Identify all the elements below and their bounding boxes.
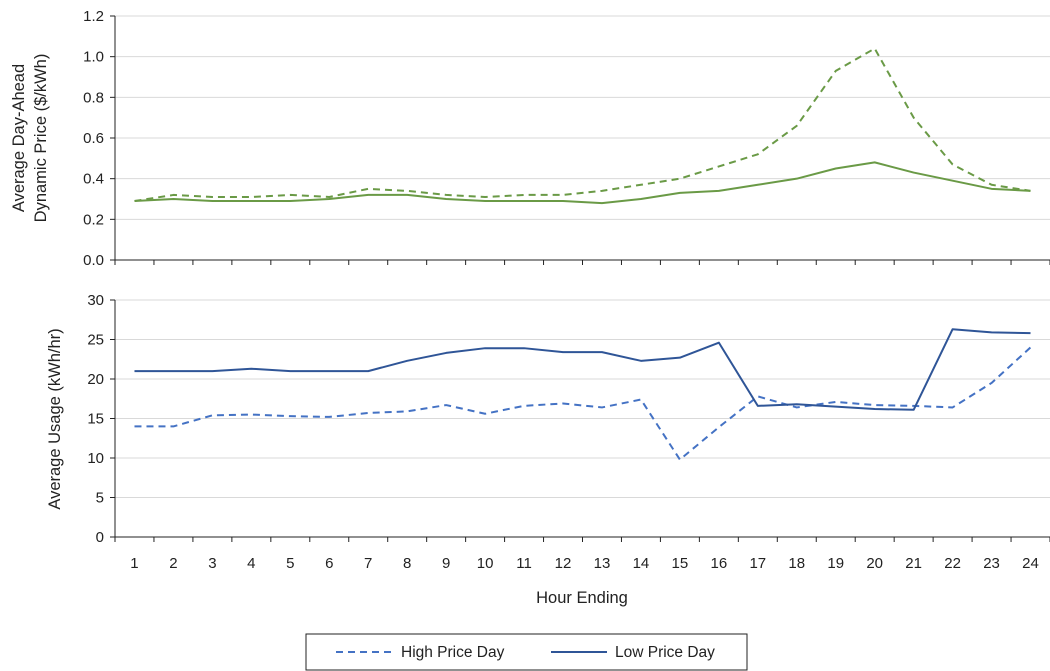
usage-x-tick-label: 12 — [555, 555, 572, 572]
usage-x-tick-label: 21 — [905, 555, 922, 572]
usage-x-tick-label: 2 — [169, 555, 177, 572]
usage-x-tick-label: 15 — [672, 555, 689, 572]
usage-x-tick-label: 14 — [633, 555, 650, 572]
usage-y-tick-label: 5 — [96, 490, 104, 507]
usage-x-tick-label: 16 — [711, 555, 728, 572]
usage-x-tick-label: 1 — [130, 555, 138, 572]
usage-x-tick-label: 10 — [477, 555, 494, 572]
usage-y-axis-title: Average Usage (kWh/hr) — [46, 328, 64, 509]
legend: High Price Day Low Price Day — [305, 633, 748, 671]
price-chart-panel: 0.00.20.40.60.81.01.2 Average Day-Ahead … — [10, 8, 1050, 269]
usage-series-high-price-day-line — [134, 346, 1032, 461]
usage-series-lines — [134, 328, 1032, 461]
price-series-lines — [134, 47, 1031, 205]
usage-y-tick-label: 15 — [87, 411, 104, 428]
usage-x-tick-label: 18 — [788, 555, 805, 572]
usage-x-tick-label: 20 — [866, 555, 883, 572]
usage-x-tick-label: 22 — [944, 555, 961, 572]
usage-x-tick-label: 13 — [594, 555, 611, 572]
legend-label-low-price-day: Low Price Day — [615, 644, 715, 661]
usage-y-tick-labels: 0 5 10 15 20 25 30 — [87, 292, 104, 546]
price-series-low-price-day-line — [134, 161, 1031, 205]
x-axis-title: Hour Ending — [536, 589, 628, 607]
usage-y-tick-label: 10 — [87, 450, 104, 467]
price-y-axis-title-line2: Dynamic Price ($/kWh) — [32, 54, 50, 223]
price-y-tick-label: 0.0 — [83, 252, 104, 269]
usage-x-tick-label: 3 — [208, 555, 216, 572]
usage-gridlines — [110, 299, 1050, 542]
usage-x-tick-label: 24 — [1022, 555, 1039, 572]
price-y-tick-label: 1.2 — [83, 8, 104, 25]
price-y-tick-label: 0.4 — [83, 171, 104, 188]
price-y-tick-label: 0.8 — [83, 89, 104, 106]
usage-x-tick-label: 7 — [364, 555, 372, 572]
usage-series-low-price-day-line — [134, 328, 1031, 411]
usage-x-tick-label: 9 — [442, 555, 450, 572]
usage-x-tick-label: 17 — [749, 555, 766, 572]
legend-box — [305, 633, 748, 671]
price-y-tick-label: 0.2 — [83, 211, 104, 228]
usage-x-tick-label: 5 — [286, 555, 294, 572]
usage-x-tick-labels: 1 2 3 4 5 6 7 8 9 10 11 12 13 14 15 16 17 18 19 20 21 22 23 24 — [130, 555, 1039, 572]
usage-y-tick-label: 20 — [87, 371, 104, 388]
usage-x-tick-label: 8 — [403, 555, 411, 572]
usage-x-tick-label: 6 — [325, 555, 333, 572]
price-y-tick-label: 1.0 — [83, 49, 104, 66]
price-series-high-price-day-line — [134, 47, 1031, 203]
price-y-tick-label: 0.6 — [83, 130, 104, 147]
legend-label-high-price-day: High Price Day — [401, 644, 505, 661]
usage-x-tick-label: 11 — [516, 555, 532, 572]
usage-y-tick-label: 30 — [87, 292, 104, 309]
price-gridlines — [110, 15, 1050, 265]
usage-y-tick-label: 0 — [96, 529, 104, 546]
usage-x-tick-label: 4 — [247, 555, 255, 572]
usage-x-tick-label: 23 — [983, 555, 1000, 572]
price-y-tick-labels: 0.0 0.2 0.4 0.6 0.8 1.0 1.2 — [83, 8, 104, 269]
price-y-axis-title: Average Day-Ahead — [10, 64, 28, 212]
usage-y-tick-label: 25 — [87, 332, 104, 349]
usage-x-tick-label: 19 — [827, 555, 844, 572]
